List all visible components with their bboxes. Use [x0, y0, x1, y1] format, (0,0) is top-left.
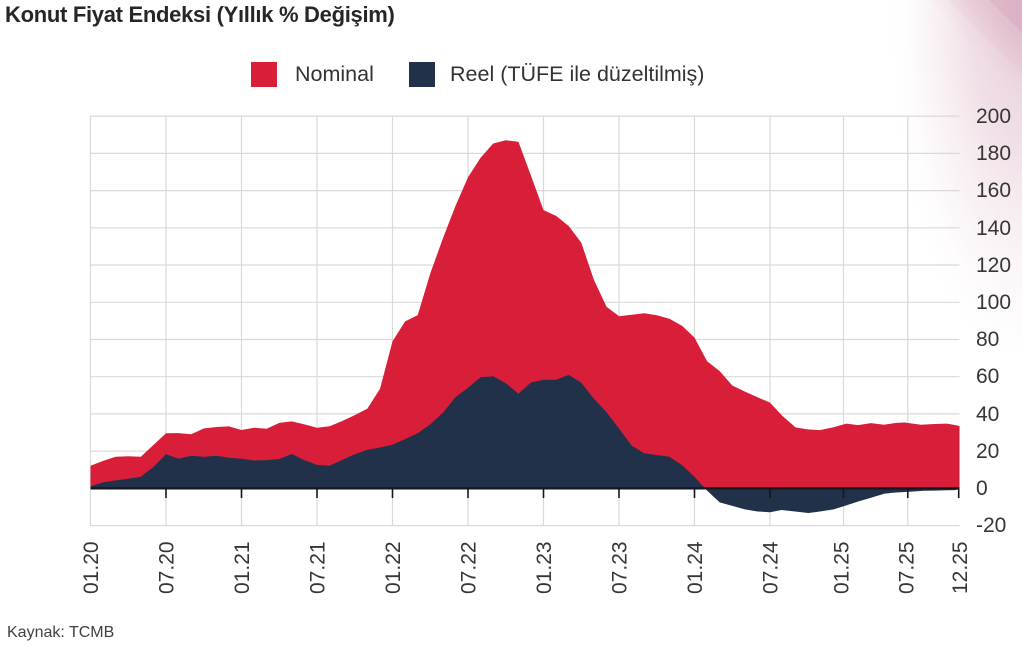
svg-text:01.25: 01.25 [831, 541, 854, 594]
svg-text:01.24: 01.24 [684, 541, 707, 594]
svg-text:01.22: 01.22 [382, 541, 405, 594]
svg-text:01.20: 01.20 [80, 541, 103, 594]
svg-text:07.21: 07.21 [307, 541, 330, 594]
svg-text:07.20: 07.20 [156, 541, 179, 594]
svg-text:12.25: 12.25 [949, 541, 972, 594]
svg-text:07.24: 07.24 [760, 541, 783, 594]
svg-text:01.23: 01.23 [533, 541, 556, 594]
svg-text:07.22: 07.22 [458, 541, 481, 594]
svg-text:07.23: 07.23 [609, 541, 632, 594]
svg-text:01.21: 01.21 [231, 541, 254, 594]
svg-text:07.25: 07.25 [896, 541, 919, 594]
